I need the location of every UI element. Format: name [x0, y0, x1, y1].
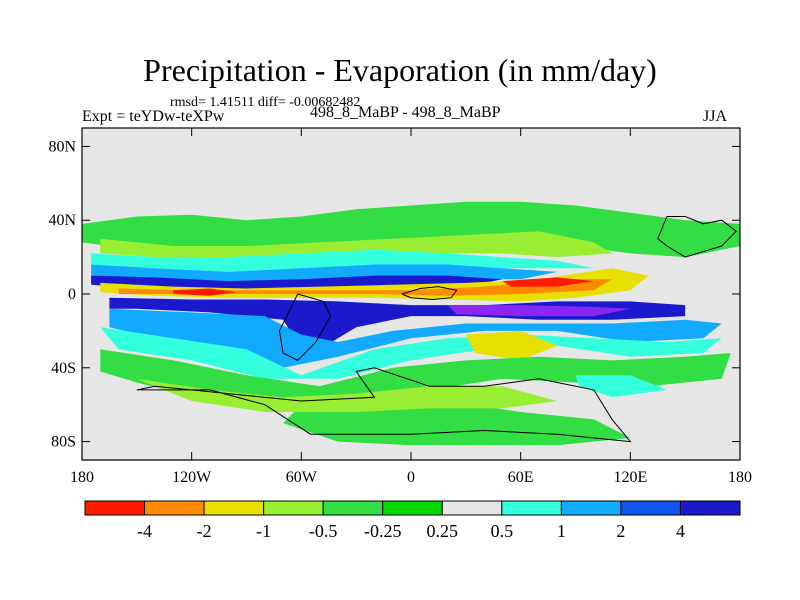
- contour-eq-orange: [118, 279, 613, 296]
- contour-eq-red-1: [173, 288, 238, 296]
- stats-label: rmsd= 1.41511 diff= -0.00682482: [170, 95, 361, 110]
- contour-s-purple-core: [447, 305, 631, 317]
- x-tick-label: 180: [728, 469, 752, 486]
- colorbar-label: -0.25: [364, 521, 402, 541]
- colorbar-box: [679, 500, 741, 516]
- colorbar: -4 -2 -1 -0.5 -0.25 0.25 0.5 1 2 4: [84, 500, 741, 541]
- colorbar-box: [322, 500, 384, 516]
- y-tick-label: 0: [68, 286, 76, 303]
- colorbar-box: [620, 500, 681, 516]
- colorbar-label: 1: [557, 521, 566, 541]
- colorbar-label: -0.5: [309, 521, 338, 541]
- colorbar-box: [84, 500, 146, 516]
- experiment-label: Expt = teYDw-teXPw: [82, 108, 225, 125]
- axes: 180 120W 60W 0 60E 120E 180 80N 40N 0 40S 80S: [48, 128, 752, 486]
- x-tick-label: 0: [407, 469, 415, 486]
- coastline-antarctic-outline: [136, 367, 632, 443]
- y-tick-label: 80S: [51, 434, 76, 451]
- colorbar-box: [441, 500, 503, 516]
- season-label: JJA: [703, 108, 728, 125]
- contour-s-cyan-patch: [575, 375, 667, 398]
- contour-s-lime-band: [136, 378, 558, 412]
- colorbar-box: [382, 500, 443, 516]
- colorbar-box: [263, 500, 324, 516]
- y-tick-label: 40N: [48, 212, 76, 229]
- coastline-asia-edge: [657, 216, 738, 258]
- coastline-s-america-outline: [278, 293, 332, 362]
- contour-eq-red-2: [502, 277, 594, 287]
- colorbar-label: -2: [197, 521, 212, 541]
- chart-title: Precipitation - Evaporation (in mm/day): [143, 52, 657, 88]
- colorbar-label: 0.25: [427, 521, 459, 541]
- coastline-africa-outline: [401, 286, 458, 301]
- contour-s-yellow-patch: [465, 330, 558, 361]
- colorbar-box: [560, 500, 622, 516]
- contour-s-green-band: [100, 349, 731, 409]
- y-tick-label: 40S: [51, 360, 76, 377]
- colorbar-label: 4: [676, 521, 685, 541]
- contour-s-lblue-band: [109, 308, 722, 368]
- contour-n-lime-band: [100, 231, 613, 261]
- colorbar-box: [501, 500, 562, 516]
- colorbar-label: -4: [137, 521, 152, 541]
- x-tick-label: 60E: [508, 469, 534, 486]
- plot-area: [81, 127, 741, 461]
- colorbar-label: -1: [256, 521, 271, 541]
- x-tick-label: 120W: [172, 469, 212, 486]
- x-tick-label: 60W: [286, 469, 318, 486]
- colorbar-box: [203, 500, 265, 516]
- x-tick-label: 120E: [613, 469, 647, 486]
- colorbar-box: [144, 500, 205, 516]
- y-tick-label: 80N: [48, 138, 76, 155]
- contour-s-cyan-band: [100, 327, 722, 379]
- x-tick-label: 180: [70, 469, 94, 486]
- colorbar-label: 2: [616, 521, 625, 541]
- case-label: 498_8_MaBP - 498_8_MaBP: [310, 104, 501, 121]
- colorbar-label: 0.5: [491, 521, 514, 541]
